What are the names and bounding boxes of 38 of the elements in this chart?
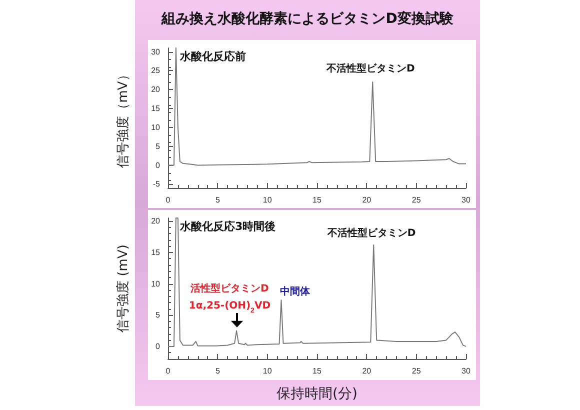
x-tick-label: 5 [215, 366, 220, 376]
x-tick-label: 5 [215, 196, 220, 204]
x-tick-label: 30 [462, 366, 471, 376]
y-axis-title: 信号強度（mV） [115, 68, 131, 168]
line-series [168, 218, 466, 347]
y-tick-label: -5 [152, 180, 161, 189]
x-tick-label: 0 [166, 366, 171, 376]
chart-title: 組み換え水酸化酵素によるビタミンD変換試験 [160, 10, 454, 28]
x-tick-label: 20 [362, 196, 372, 204]
y-tick-label: 20 [151, 216, 161, 226]
y-tick-label: 5 [156, 142, 161, 151]
annotation: 水酸化反応3時間後 [179, 220, 276, 233]
x-tick-label: 10 [262, 196, 272, 204]
x-tick-label: 10 [262, 366, 272, 376]
x-tick-label: 30 [462, 196, 471, 204]
y-tick-label: 0 [156, 342, 161, 351]
y-tick-label: 10 [151, 122, 161, 132]
annotation: 水酸化反応前 [179, 50, 246, 63]
x-tick-label: 15 [312, 196, 322, 204]
x-axis-title: 保持時間(分) [276, 386, 358, 402]
line-series [168, 48, 466, 166]
x-tick-label: 25 [412, 366, 422, 376]
x-tick-label: 20 [362, 366, 372, 376]
y-tick-label: 15 [151, 104, 161, 114]
x-tick-label: 0 [166, 196, 171, 204]
y-axis-title: 信号強度 (mV) [115, 244, 131, 332]
y-tick-label: 25 [151, 66, 161, 76]
annotation: 中間体 [280, 285, 312, 298]
y-tick-label: 20 [151, 85, 161, 94]
x-tick-label: 25 [412, 196, 422, 204]
y-tick-label: 0 [156, 160, 161, 170]
y-tick-label: 30 [151, 47, 161, 56]
y-tick-label: 15 [151, 248, 161, 257]
annotation: 不活性型ビタミンD [326, 227, 416, 240]
y-tick-label: 10 [151, 279, 161, 288]
x-tick-label: 15 [312, 366, 322, 376]
annotation: 不活性型ビタミンD [325, 62, 415, 74]
y-tick-label: 5 [156, 310, 161, 320]
